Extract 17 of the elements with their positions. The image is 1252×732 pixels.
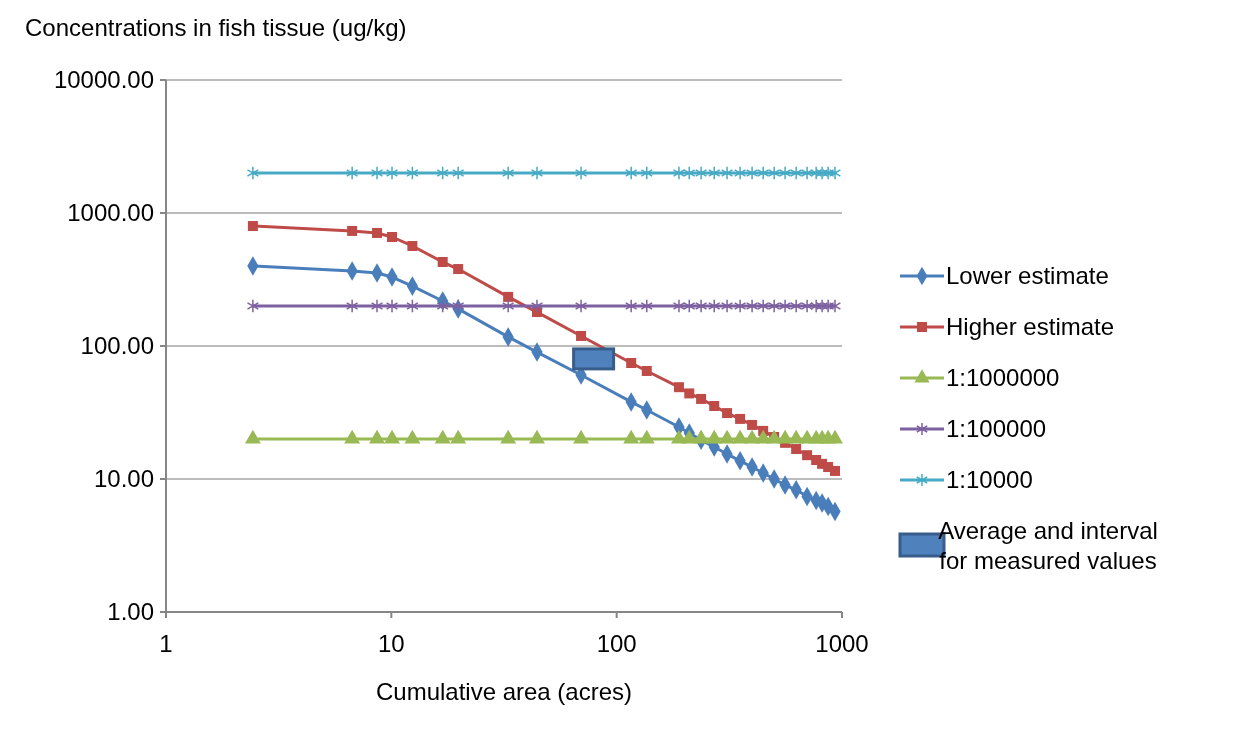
y-tick-label: 10.00 (93, 465, 154, 493)
x-tick-label: 1000 (815, 630, 869, 657)
y-tick-label: 1000.00 (67, 199, 154, 227)
legend-label: Lower estimate (946, 262, 1109, 290)
y-tick-label: 10000.00 (53, 66, 154, 94)
x-tick-label: 100 (596, 630, 637, 657)
legend-label: 1:1000000 (946, 364, 1060, 392)
x-axis-title: Cumulative area (acres) (375, 678, 633, 705)
y-tick-label: 100.00 (80, 332, 154, 360)
y-axis-title: Concentrations in fish tissue (ug/kg) (25, 14, 407, 41)
legend-label: Higher estimate (946, 313, 1115, 341)
legend-label: 1:10000 (946, 466, 1033, 494)
x-tick-label: 10 (377, 630, 405, 657)
y-tick-label: 1.00 (107, 598, 154, 626)
legend-label: Average and interval for measured values (938, 517, 1158, 575)
legend-label: 1:100000 (946, 415, 1047, 443)
x-tick-label: 1 (159, 630, 173, 657)
